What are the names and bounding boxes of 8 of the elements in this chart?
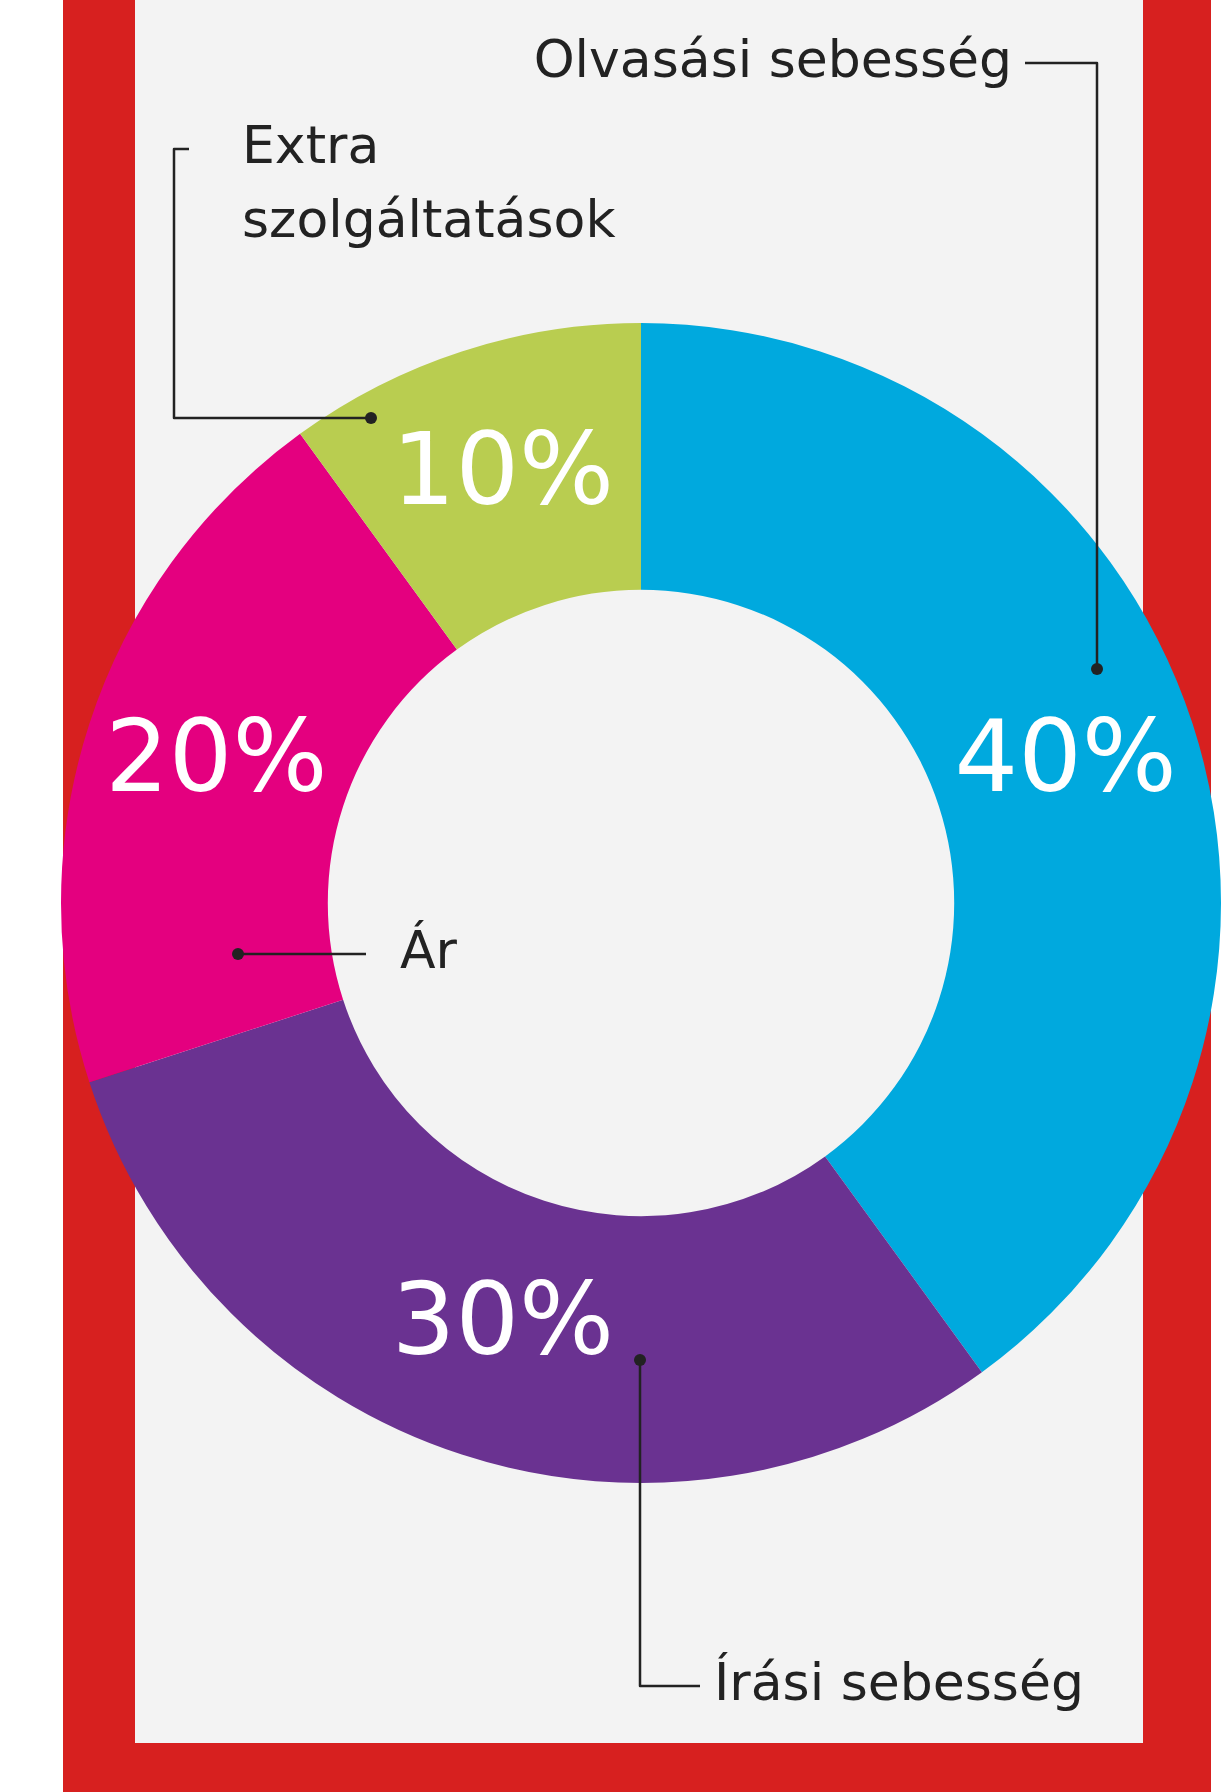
data-label: 30% [391,1260,615,1378]
slice-label: Ár [400,919,458,980]
data-label: 10% [391,411,615,529]
data-label: 20% [105,697,328,815]
data-label: 40% [954,697,1177,815]
slice-label: Olvasási sebesség [533,28,1012,89]
slice-label: Extra szolgáltatások [242,114,616,249]
slice-label: Írási sebesség [714,1651,1084,1712]
